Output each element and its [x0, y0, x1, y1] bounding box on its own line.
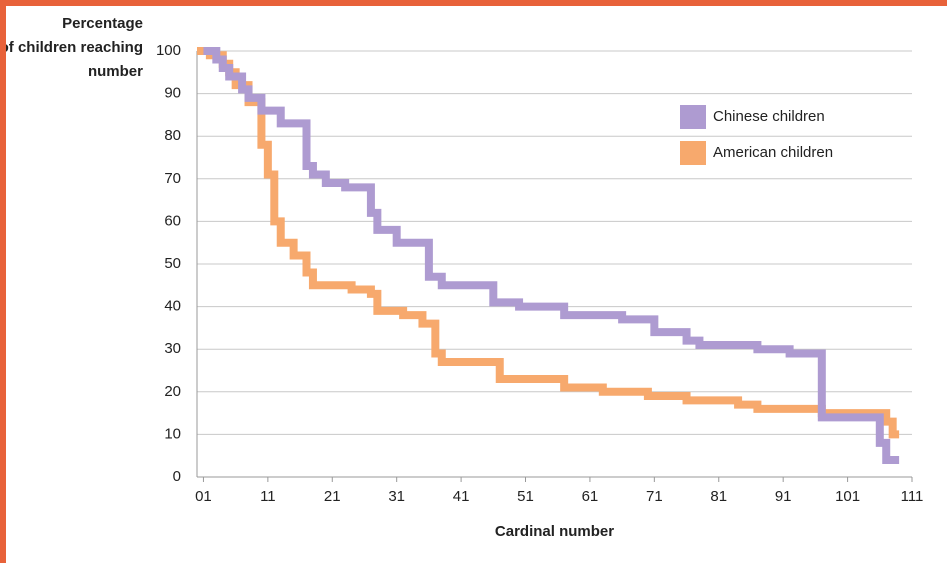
x-tick-label: 41	[453, 488, 470, 505]
x-tick-label: 31	[388, 488, 405, 505]
legend-swatch	[680, 105, 706, 129]
y-tick-label: 20	[164, 383, 181, 400]
series-line	[203, 47, 900, 464]
x-tick-label: 81	[710, 488, 727, 505]
x-tick-label: 01	[195, 488, 212, 505]
y-tick-label: 60	[164, 212, 181, 229]
y-tick-label: 90	[164, 85, 181, 102]
x-tick-label: 101	[835, 488, 860, 505]
x-tick-label: 51	[517, 488, 534, 505]
x-tick-label: 11	[260, 488, 276, 505]
y-tick-label: 10	[164, 425, 181, 442]
x-tick-label: 91	[775, 488, 792, 505]
y-tick-label: 40	[164, 298, 181, 315]
x-tick-label: 71	[646, 488, 663, 505]
legend-label: American children	[713, 144, 833, 161]
x-axis-title: Cardinal number	[495, 523, 614, 540]
x-tick-label: 61	[582, 488, 599, 505]
y-tick-label: 50	[164, 255, 181, 272]
y-tick-label: 100	[156, 42, 181, 59]
legend-swatch	[680, 141, 706, 165]
x-tick-label: 111	[901, 488, 924, 505]
y-tick-label: 30	[164, 340, 181, 357]
y-axis-title: Percentage of children reaching number	[0, 15, 143, 80]
y-tick-label: 0	[173, 468, 181, 485]
y-tick-label: 70	[164, 170, 181, 187]
y-tick-label: 80	[164, 127, 181, 144]
x-tick-label: 21	[324, 488, 341, 505]
legend-label: Chinese children	[713, 108, 825, 125]
